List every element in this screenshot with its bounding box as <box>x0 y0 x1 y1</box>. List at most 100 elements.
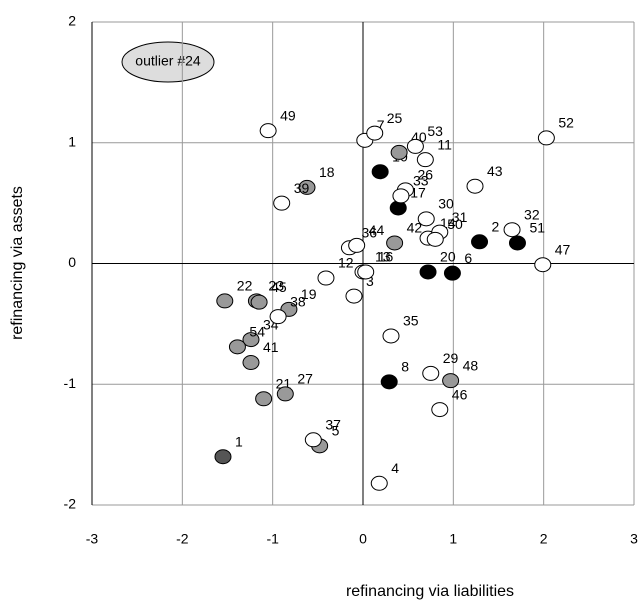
x-tick-label: 3 <box>630 531 638 547</box>
point <box>216 293 234 309</box>
point-label: 47 <box>555 241 571 257</box>
point <box>370 475 388 491</box>
point-label: 25 <box>387 110 403 126</box>
point-label: 12 <box>338 255 354 271</box>
point-label: 3 <box>366 273 374 289</box>
point-label: 26 <box>417 167 433 183</box>
point <box>242 355 260 371</box>
point-label: 51 <box>529 220 545 236</box>
point-label: 8 <box>401 359 409 375</box>
x-tick-label: 0 <box>359 531 367 547</box>
point <box>259 123 277 139</box>
point-label: 22 <box>237 278 253 294</box>
point-label: 27 <box>297 371 313 387</box>
point <box>442 373 460 389</box>
y-tick-label: -1 <box>64 375 77 391</box>
y-tick-label: 2 <box>68 13 76 29</box>
point-label: 4 <box>391 460 399 476</box>
x-tick-label: -2 <box>176 531 189 547</box>
point <box>371 164 389 180</box>
y-tick-label: 0 <box>68 254 76 270</box>
point <box>250 294 268 310</box>
point <box>357 264 375 280</box>
point-label: 45 <box>271 279 287 295</box>
point <box>345 288 363 304</box>
point-label: 6 <box>464 250 472 266</box>
point-label: 39 <box>294 180 310 196</box>
point <box>534 257 552 273</box>
point <box>380 374 398 390</box>
point-label: 44 <box>369 222 385 238</box>
point-label: 50 <box>447 216 463 232</box>
point <box>386 235 404 251</box>
point <box>269 309 287 325</box>
annotation-box <box>121 41 215 83</box>
x-tick-label: -3 <box>86 531 99 547</box>
y-tick-label: -2 <box>64 496 77 512</box>
point <box>390 144 408 160</box>
point <box>348 237 366 253</box>
point <box>228 339 246 355</box>
point-label: 33 <box>413 173 429 189</box>
point <box>276 386 294 402</box>
point <box>255 391 273 407</box>
point-label: 48 <box>463 357 479 373</box>
point <box>417 211 435 227</box>
point-label: 53 <box>427 123 443 139</box>
point-label: 41 <box>263 339 279 355</box>
point <box>422 365 440 381</box>
point-label: 32 <box>524 206 540 222</box>
point-label: 7 <box>377 117 385 133</box>
point-label: 1 <box>235 433 243 449</box>
point <box>471 234 489 250</box>
point-label: 35 <box>403 313 419 329</box>
point <box>508 235 526 251</box>
point-label: 37 <box>325 416 341 432</box>
point-label: 52 <box>558 115 574 131</box>
point <box>382 328 400 344</box>
point <box>443 265 461 281</box>
point-label: 2 <box>492 218 500 234</box>
point-label: 5 <box>332 423 340 439</box>
point <box>392 188 410 204</box>
x-tick-label: -1 <box>266 531 279 547</box>
point <box>273 195 291 211</box>
point <box>406 138 424 154</box>
point-label: 54 <box>249 324 265 340</box>
point <box>298 179 316 195</box>
x-tick-label: 2 <box>540 531 548 547</box>
point-label: 31 <box>452 209 468 225</box>
y-axis-label: refinancing via assets <box>9 186 26 340</box>
point <box>317 270 335 286</box>
annotation: outlier #24 <box>135 53 201 69</box>
point-label: 38 <box>290 293 306 309</box>
point-label: 20 <box>440 249 456 265</box>
point-label: 46 <box>452 386 468 402</box>
point <box>366 125 384 141</box>
point <box>304 432 322 448</box>
point <box>416 152 434 168</box>
point-label: 23 <box>268 278 284 294</box>
point <box>537 130 555 146</box>
point-label: 18 <box>319 164 335 180</box>
point-label: 11 <box>437 136 452 152</box>
point-label: 13 <box>375 249 391 265</box>
point-label: 30 <box>438 196 454 212</box>
point <box>214 449 232 465</box>
point-label: 17 <box>410 185 426 201</box>
point-label: 43 <box>487 163 503 179</box>
point-label: 16 <box>378 249 394 265</box>
point-label: 29 <box>443 350 459 366</box>
point-label: 49 <box>280 107 296 123</box>
x-tick-label: 1 <box>449 531 457 547</box>
point <box>466 178 484 194</box>
point <box>431 402 449 418</box>
point-label: 36 <box>361 225 377 241</box>
point <box>419 264 437 280</box>
point <box>426 231 444 247</box>
point-label: 42 <box>407 220 423 236</box>
point <box>242 332 260 348</box>
point <box>503 222 521 238</box>
x-axis-label: refinancing via liabilities <box>346 583 514 600</box>
